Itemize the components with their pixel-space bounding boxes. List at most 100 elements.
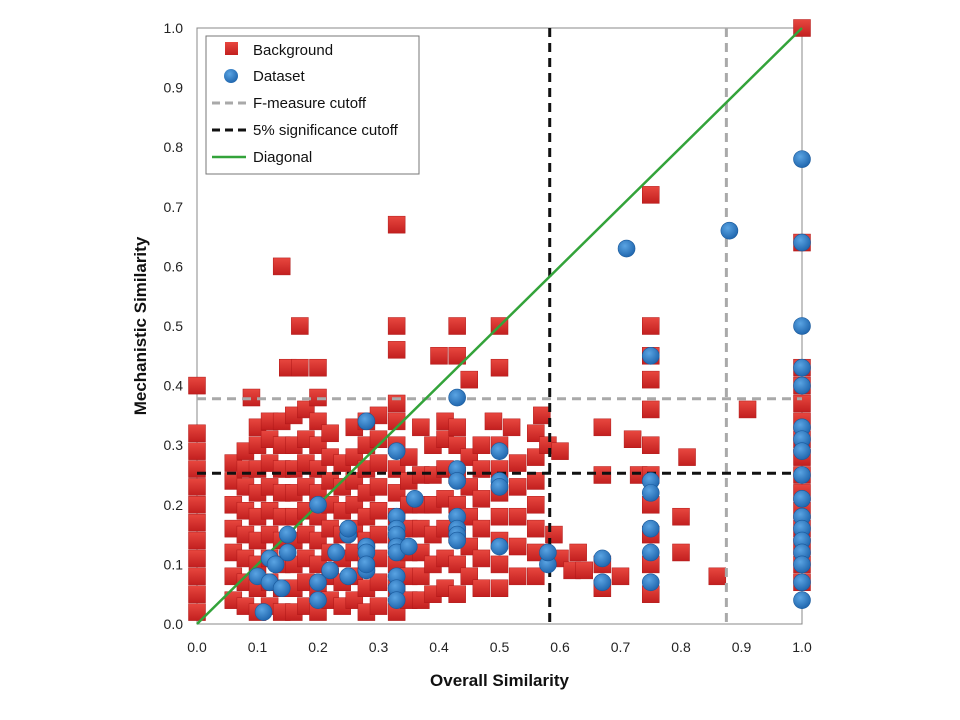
dataset-point <box>720 221 739 240</box>
background-point <box>508 454 527 472</box>
dataset-point <box>448 531 466 550</box>
x-tick-label: 1.0 <box>792 639 812 655</box>
background-point <box>188 549 206 568</box>
dataset-point <box>448 472 466 490</box>
background-point <box>672 507 690 526</box>
background-point <box>527 496 545 514</box>
dataset-point <box>793 442 811 460</box>
legend-label-background: Background <box>253 42 333 59</box>
background-point <box>527 567 545 586</box>
y-tick-label: 0.5 <box>164 318 184 334</box>
background-point <box>551 442 569 460</box>
background-point <box>387 215 406 234</box>
x-tick-label: 0.5 <box>490 639 510 655</box>
background-point <box>188 603 206 621</box>
background-point <box>642 400 660 419</box>
background-point <box>430 347 448 365</box>
dataset-point <box>490 537 509 556</box>
legend-swatch-dataset <box>224 69 238 83</box>
dataset-point <box>793 376 811 395</box>
dataset-point <box>254 603 273 621</box>
dataset-point <box>617 239 636 258</box>
background-point <box>672 543 690 562</box>
background-point <box>508 478 527 496</box>
dataset-point <box>793 591 811 609</box>
y-tick-label: 0.9 <box>164 80 184 96</box>
dataset-point <box>387 442 406 460</box>
background-point <box>188 513 206 532</box>
background-point <box>593 466 612 484</box>
background-point <box>448 585 466 603</box>
background-point <box>533 406 551 425</box>
background-point <box>369 478 388 496</box>
background-point <box>738 400 757 419</box>
x-axis-title: Overall Similarity <box>430 671 569 690</box>
background-point <box>188 585 206 603</box>
background-point <box>502 418 521 437</box>
background-point <box>508 537 527 556</box>
dataset-point <box>793 150 811 168</box>
background-point <box>188 496 206 514</box>
background-point <box>569 543 587 562</box>
dataset-point <box>641 484 660 502</box>
y-tick-label: 0.1 <box>164 556 184 572</box>
background-point <box>321 424 339 443</box>
y-tick-label: 0.0 <box>164 616 184 632</box>
x-tick-label: 0.4 <box>429 639 449 655</box>
dataset-point <box>321 561 339 580</box>
background-point <box>188 478 206 496</box>
background-point <box>484 412 503 431</box>
dataset-point <box>793 233 811 252</box>
background-point <box>309 358 327 377</box>
background-point <box>369 454 388 472</box>
background-point <box>188 424 206 443</box>
legend-label-f-measure: F-measure cutoff <box>253 95 367 112</box>
background-point <box>575 561 593 580</box>
background-point <box>472 436 491 454</box>
background-point <box>611 567 630 586</box>
background-point <box>412 418 430 437</box>
legend-swatch-background <box>225 42 238 55</box>
x-tick-label: 0.0 <box>187 639 207 655</box>
y-axis-ticks: 0.0 0.1 0.2 0.3 0.4 0.5 0.6 0.7 0.8 0.9 1.0 <box>164 20 184 632</box>
dataset-point <box>793 555 811 574</box>
dataset-point <box>641 573 660 592</box>
dataset-point <box>793 466 811 484</box>
dataset-point <box>266 555 285 574</box>
x-tick-label: 0.7 <box>611 639 631 655</box>
dataset-point <box>793 573 811 592</box>
legend: Background Dataset F-measure cutoff 5% s… <box>205 35 420 175</box>
dataset-point <box>593 573 612 592</box>
background-point <box>472 519 491 538</box>
dataset-point <box>387 591 406 609</box>
background-point <box>387 317 406 335</box>
legend-label-dataset: Dataset <box>253 68 306 85</box>
background-point <box>545 525 563 544</box>
dataset-point <box>641 519 660 538</box>
y-tick-label: 0.3 <box>164 437 184 453</box>
background-point <box>490 358 509 377</box>
x-tick-label: 0.2 <box>308 639 328 655</box>
dataset-point <box>357 412 376 431</box>
dataset-point <box>793 490 811 508</box>
background-point <box>593 418 612 437</box>
background-point <box>527 472 545 490</box>
background-point <box>188 442 206 460</box>
background-point <box>527 519 545 538</box>
dataset-point <box>490 442 509 460</box>
background-point <box>369 597 388 615</box>
dataset-point <box>405 490 424 508</box>
x-tick-label: 0.8 <box>671 639 691 655</box>
x-axis-ticks: 0.0 0.1 0.2 0.3 0.4 0.5 0.6 0.7 0.8 0.9 1.0 <box>187 639 812 655</box>
dataset-point <box>309 573 327 592</box>
dataset-point <box>793 358 811 377</box>
dataset-point <box>641 346 660 365</box>
background-point <box>708 567 727 586</box>
dataset-point <box>339 567 358 586</box>
y-tick-label: 0.8 <box>164 139 184 155</box>
background-point <box>448 418 466 437</box>
dataset-point <box>278 525 297 544</box>
background-point <box>369 430 388 448</box>
background-point <box>472 460 491 478</box>
dataset-series <box>248 150 811 621</box>
